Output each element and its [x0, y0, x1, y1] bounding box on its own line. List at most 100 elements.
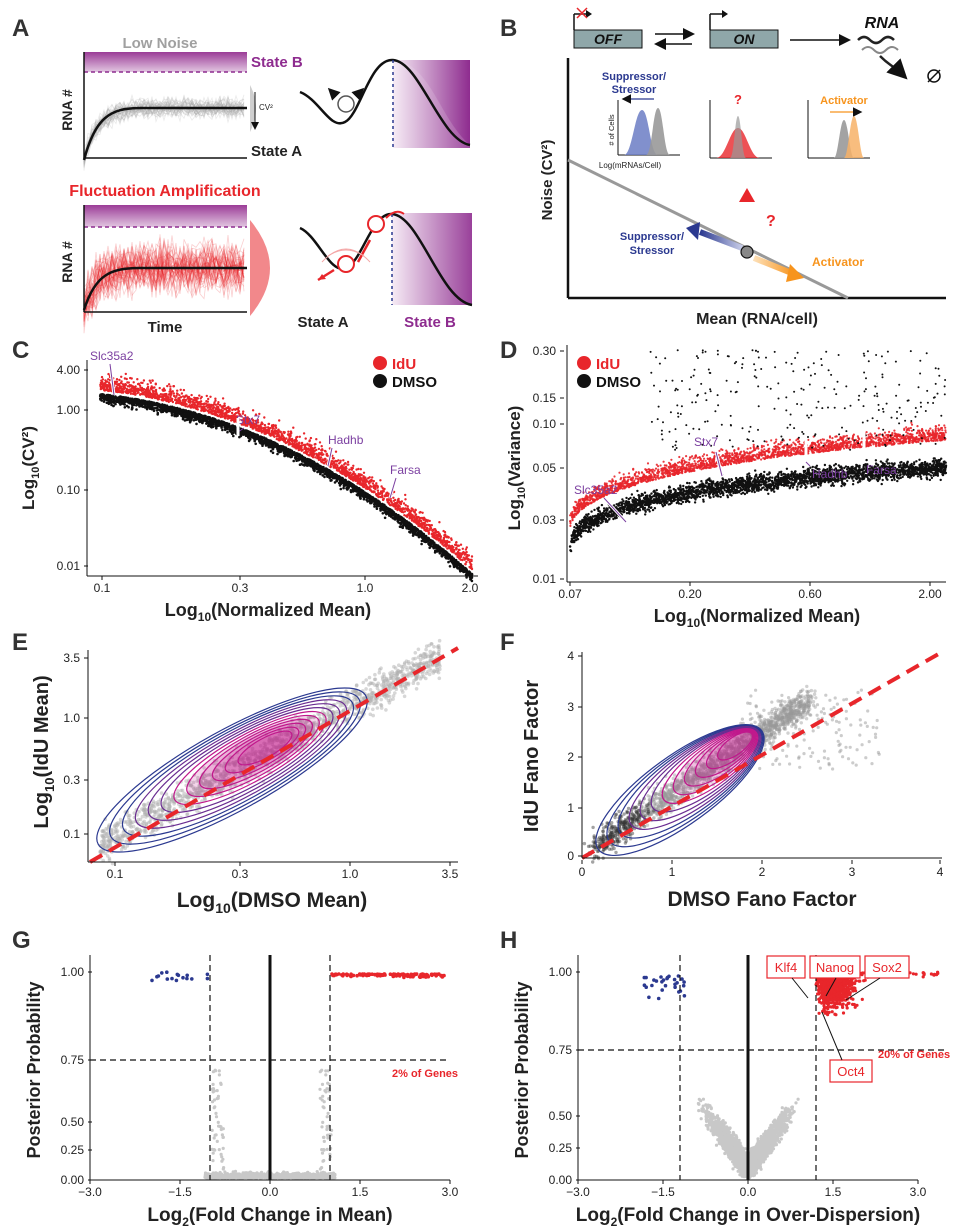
off-promoter: OFF: [573, 7, 643, 49]
panel-f-y-tick-label: 4: [567, 649, 574, 663]
arrow-activator-label: Activator: [812, 255, 864, 269]
legend-dmso-d: DMSO: [596, 374, 641, 391]
panel-f-ylabel: IdU Fano Factor: [521, 680, 543, 832]
panel-f-y-tick-label: 2: [567, 750, 574, 764]
gene-annotations-d: Stx7 Slc35a2 Hadhb Farsa: [574, 426, 897, 524]
panel-d-y-tick-label: 0.03: [533, 513, 557, 527]
panel-a-top-title: Low Noise: [122, 35, 197, 52]
panel-f-contours: [595, 723, 765, 857]
panel-g-ylabel: Posterior Probability: [24, 981, 44, 1158]
panel-d-y-tick-label: 0.30: [533, 344, 557, 358]
inset-suppressor-label-2: Stressor: [612, 84, 657, 96]
panel-f: F 4 3 2 1 00 1 2 3 4 IdU Fano Factor DMSO Fano F…: [500, 629, 944, 911]
panel-f-x-tick-label: 0: [579, 865, 586, 879]
panel-g-x-tick-label: −1.5: [168, 1185, 192, 1199]
panel-d-x-tick-label: 0.60: [798, 587, 822, 601]
panel-c-ylabel: Log10(CV²): [19, 426, 42, 510]
panel-f-y-tick-label: 3: [567, 700, 574, 714]
panel-e-x-tick-label: 0.1: [107, 867, 124, 881]
panel-d-x-tick-label: 0.20: [678, 587, 702, 601]
panel-d-scatter: [568, 349, 948, 553]
panel-h-annotation: 20% of Genes: [878, 1049, 950, 1061]
panel-e-y-tick-label: 1.0: [63, 711, 80, 725]
panel-h-x-tick-label: −3.0: [566, 1185, 590, 1199]
panel-g-xlabel: Log2(Fold Change in Mean): [147, 1205, 392, 1229]
energy-landscape-bottom: State A State B: [297, 210, 473, 331]
gene-callouts-h: Klf4 Nanog Sox2 Oct4: [766, 955, 910, 1083]
gene-slc35a2-d: Slc35a2: [574, 483, 618, 497]
panel-b-xlabel: Mean (RNA/cell): [696, 311, 818, 328]
panel-e: E 3.5 1.0 0.3 0.1 0.1 0.3 1.0 3.5 Log10(IdU Mea…: [12, 629, 460, 916]
panel-letter-b: B: [500, 15, 517, 42]
inset-question-label: ?: [734, 92, 742, 107]
state-b-label-top: State B: [251, 54, 303, 71]
panel-g-x-tick-label: 3.0: [442, 1185, 459, 1199]
panel-d-y-tick-label: 0.05: [533, 461, 557, 475]
on-label: ON: [734, 31, 756, 47]
panel-a: A Low Noise Fluctuation Amplification CV…: [12, 15, 473, 336]
panel-g-y-tick-label: 0.25: [61, 1143, 85, 1157]
legend-dmso-dot-d: [577, 374, 591, 388]
panel-a-ylabel-bottom: RNA #: [59, 241, 75, 283]
on-promoter: ON: [709, 10, 779, 49]
landscape-state-a: State A: [297, 314, 348, 331]
panel-c-y-tick-label: 4.00: [57, 363, 81, 377]
legend-idu-dot-c: [373, 356, 387, 370]
inset-suppressor: Suppressor/ Stressor # of Cells Log(mRNA…: [599, 71, 680, 170]
panel-h-y-tick-label: 0.75: [549, 1043, 573, 1057]
arrow-suppressor-label-1: Suppressor/: [620, 231, 684, 243]
rna-label: RNA: [865, 15, 900, 32]
panel-e-y-tick-label: 0.1: [63, 827, 80, 841]
gene-stx7-c: Stx7: [236, 413, 260, 427]
panel-c-xlabel: Log10(Normalized Mean): [165, 600, 371, 624]
panel-e-x-tick-label: 3.5: [442, 867, 459, 881]
legend-idu-d: IdU: [596, 356, 620, 373]
cv-label: CV²: [259, 103, 273, 112]
panel-h-y-tick-label: 0.00: [549, 1173, 573, 1187]
panel-f-y-tick-label: 1: [567, 801, 574, 815]
panel-h-y-tick-label: 0.50: [549, 1109, 573, 1123]
gene-nanog: Nanog: [816, 960, 854, 975]
panel-e-y-tick-label: 3.5: [63, 651, 80, 665]
panel-g-x-tick-label: 1.5: [352, 1185, 369, 1199]
panel-g-x-tick-label: 0.0: [262, 1185, 279, 1199]
panel-h-volcano: [642, 970, 940, 1180]
panel-d-x-tick-label: 0.07: [558, 587, 582, 601]
gene-hadhb-c: Hadhb: [328, 433, 364, 447]
panel-letter-c: C: [12, 337, 29, 364]
panel-g-y-tick-label: 1.00: [61, 965, 85, 979]
panel-c-x-tick-label: 2.0: [462, 581, 479, 595]
panel-d-ylabel: Log10(Variance): [505, 406, 528, 531]
panel-g-y-tick-label: 0.00: [61, 1173, 85, 1187]
panel-b: B OFF ON RNA Noise (CV²) Mean (R: [500, 7, 946, 328]
gene-farsa-c: Farsa: [390, 463, 421, 477]
panel-h-ylabel: Posterior Probability: [512, 981, 532, 1158]
panel-g-annotation: 2% of Genes: [392, 1068, 458, 1080]
panel-h-x-tick-label: −1.5: [651, 1185, 675, 1199]
panel-c-y-tick-label: 1.00: [57, 403, 81, 417]
panel-f-xlabel: DMSO Fano Factor: [667, 888, 856, 911]
panel-h-x-tick-label: 1.5: [825, 1185, 842, 1199]
inset-suppressor-label-1: Suppressor/: [602, 71, 666, 83]
panel-d-x-tick-label: 2.00: [918, 587, 942, 601]
panel-letter-g: G: [12, 927, 31, 954]
panel-c-x-tick-label: 1.0: [357, 581, 374, 595]
panel-letter-a: A: [12, 15, 29, 42]
legend-dmso-c: DMSO: [392, 374, 437, 391]
panel-d: D 0.30 0.15 0.10 0.05 0.03 0.010.07 0.20 0.60 2.…: [500, 337, 948, 630]
panel-e-y-tick-label: 0.3: [63, 773, 80, 787]
landscape-state-b: State B: [404, 314, 456, 331]
inset-ylabel: # of Cells: [607, 114, 616, 146]
arrow-question: ?: [766, 213, 776, 230]
legend-dmso-dot-c: [373, 374, 387, 388]
panel-g-y-tick-label: 0.75: [61, 1053, 85, 1067]
panel-g: G 1.000.750.500.250.00−3.0 −1.5 0.0 1.5 3.0 …: [12, 927, 459, 1229]
panel-d-y-tick-label: 0.01: [533, 572, 557, 586]
panel-a-top-plot: CV² State B State A RNA #: [59, 52, 303, 171]
gene-hadhb-d: Hadhb: [812, 467, 848, 481]
panel-c-scatter: [98, 372, 474, 583]
inset-activator-label: Activator: [820, 95, 868, 107]
panel-d-y-tick-label: 0.15: [533, 391, 557, 405]
panel-letter-f: F: [500, 629, 515, 656]
gene-stx7-d: Stx7: [694, 435, 718, 449]
